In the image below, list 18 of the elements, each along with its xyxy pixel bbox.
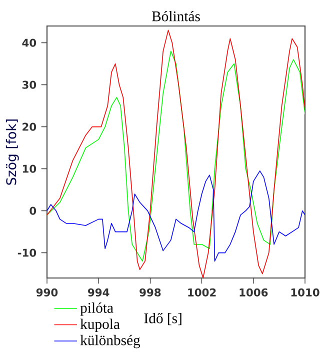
y-tick-label: 10 — [22, 164, 36, 173]
x-tick-label: 998 — [140, 288, 161, 296]
x-axis-title: Idő [s] — [144, 312, 182, 326]
x-tick-label: 1002 — [188, 288, 216, 296]
y-tick-label: 40 — [22, 38, 36, 47]
chart-title: Bólintás — [152, 10, 200, 22]
legend-label: kupola — [80, 318, 120, 332]
y-tick-label: -10 — [18, 248, 36, 257]
y-tick-label: 20 — [22, 122, 36, 131]
y-axis-title: Szög [fok] — [6, 120, 19, 185]
y-tick-label: 30 — [22, 80, 36, 89]
x-tick-label: 1006 — [240, 288, 268, 296]
legend-label: pilóta — [80, 302, 114, 316]
y-tick-label: 0 — [30, 206, 36, 215]
x-tick-label: 994 — [88, 288, 110, 296]
legend-label: különbség — [80, 334, 140, 348]
x-tick-label: 1010 — [291, 288, 320, 296]
x-tick-label: 990 — [36, 288, 58, 296]
